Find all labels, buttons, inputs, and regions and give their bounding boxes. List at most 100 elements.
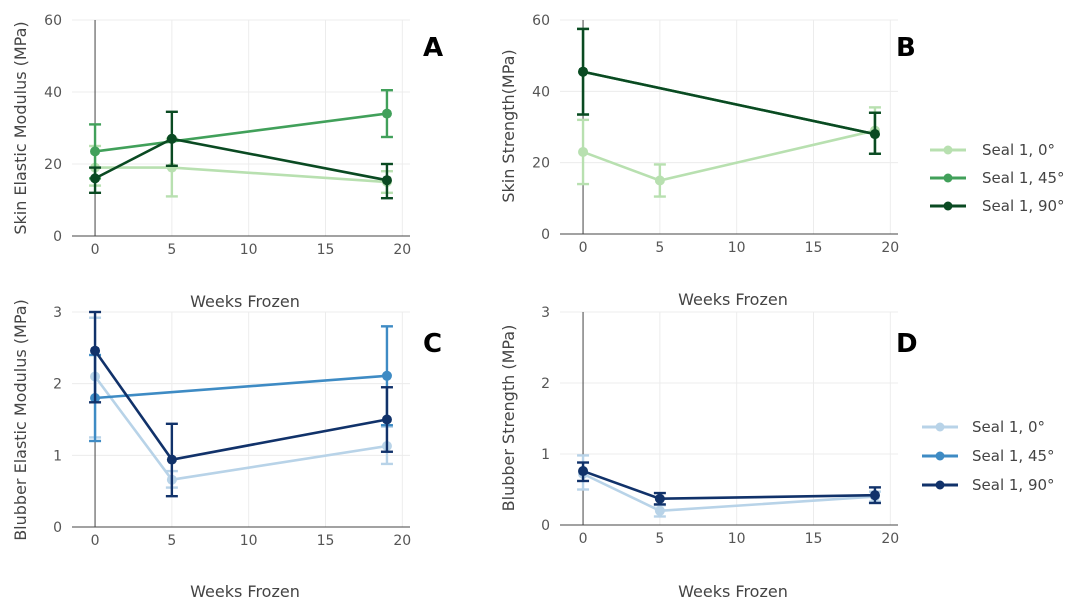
legend-item-seal1-45-skin[interactable]: Seal 1, 45° (930, 169, 1065, 187)
series-line (582, 129, 876, 182)
x-tick-label: 0 (91, 533, 100, 549)
x-tick-label: 0 (91, 242, 100, 258)
legend-skin: Seal 1, 0° Seal 1, 45° Seal 1, 90° (930, 141, 1065, 215)
data-point (381, 370, 392, 381)
legend-marker-seal1-45 (943, 173, 953, 183)
legend-marker-seal1-0 (943, 145, 953, 155)
data-point (90, 146, 101, 157)
panel-a: 0 5 10 15 20 0 20 40 60 A Weeks Frozen Skin Elas… (11, 13, 443, 311)
data-point (578, 146, 589, 157)
data-point (166, 454, 177, 465)
y-tick-label: 1 (53, 448, 62, 464)
series-line (94, 374, 388, 400)
panel-a-xlabel: Weeks Frozen (190, 292, 300, 311)
panel-d-plot: 0 5 10 15 20 0 1 2 3 (541, 305, 899, 547)
y-tick-label: 40 (44, 85, 62, 101)
panel-d: 0 5 10 15 20 0 1 2 3 D Weeks Frozen Blubber Stre… (499, 305, 918, 601)
x-tick-label: 15 (317, 533, 335, 549)
x-tick-label: 15 (805, 240, 823, 256)
data-point (381, 175, 392, 186)
legend-item-seal1-90-blubber[interactable]: Seal 1, 90° (922, 476, 1055, 494)
y-tick-label: 3 (541, 305, 550, 321)
data-point (381, 414, 392, 425)
legend-label-seal1-90: Seal 1, 90° (972, 476, 1055, 494)
legend-marker-seal1-0 (935, 422, 945, 432)
y-tick-label: 3 (53, 305, 62, 321)
x-tick-label: 10 (240, 242, 258, 258)
y-tick-label: 20 (44, 157, 62, 173)
data-point (654, 493, 665, 504)
panel-b-xlabel: Weeks Frozen (678, 290, 788, 309)
x-tick-label: 5 (167, 242, 176, 258)
panel-a-plot: 0 5 10 15 20 0 20 40 60 (44, 13, 411, 258)
legend-label-seal1-0: Seal 1, 0° (972, 418, 1045, 436)
panel-d-ylabel: Blubber Strength (MPa) (499, 325, 518, 512)
data-point (654, 175, 665, 186)
x-tick-label: 20 (393, 242, 411, 258)
y-tick-label: 0 (541, 518, 550, 534)
y-tick-label: 1 (541, 447, 550, 463)
series-line (93, 349, 388, 462)
y-tick-label: 0 (53, 229, 62, 245)
legend-marker-seal1-90 (935, 480, 945, 490)
data-point (869, 490, 880, 501)
series-line (94, 112, 388, 153)
panel-b-letter: B (896, 33, 916, 63)
x-tick-label: 0 (579, 531, 588, 547)
legend-item-seal1-45-blubber[interactable]: Seal 1, 45° (922, 447, 1055, 465)
x-tick-label: 5 (167, 533, 176, 549)
y-tick-label: 0 (541, 227, 550, 243)
y-tick-label: 40 (532, 84, 550, 100)
legend-marker-seal1-90 (943, 201, 953, 211)
data-point (578, 66, 589, 77)
panel-c: 0 5 10 15 20 0 1 2 3 C Weeks Frozen Blubber Elas… (11, 299, 442, 601)
data-point (578, 466, 589, 477)
series-line (95, 166, 388, 184)
data-point (654, 505, 665, 516)
series-line (582, 70, 876, 136)
x-tick-label: 20 (393, 533, 411, 549)
data-point (166, 133, 177, 144)
x-tick-label: 5 (655, 240, 664, 256)
x-tick-label: 10 (728, 240, 746, 256)
x-tick-label: 15 (317, 242, 335, 258)
panel-c-letter: C (423, 329, 442, 359)
series-line (582, 472, 876, 513)
legend-label-seal1-0: Seal 1, 0° (982, 141, 1055, 159)
y-tick-label: 2 (541, 376, 550, 392)
legend-item-seal1-0-blubber[interactable]: Seal 1, 0° (922, 418, 1045, 436)
panel-b: 0 5 10 15 20 0 20 40 60 B Weeks Frozen Skin Stre… (499, 13, 916, 309)
panel-d-xlabel: Weeks Frozen (678, 582, 788, 601)
y-tick-label: 60 (44, 13, 62, 29)
x-tick-label: 20 (881, 531, 899, 547)
y-tick-label: 2 (53, 377, 62, 393)
panel-c-plot: 0 5 10 15 20 0 1 2 3 (53, 305, 411, 549)
legend-item-seal1-0-skin[interactable]: Seal 1, 0° (930, 141, 1055, 159)
x-tick-label: 5 (655, 531, 664, 547)
panel-c-ylabel: Blubber Elastic Modulus (MPa) (11, 299, 30, 541)
panel-b-plot: 0 5 10 15 20 0 20 40 60 (532, 13, 899, 256)
x-tick-label: 10 (728, 531, 746, 547)
legend-item-seal1-90-skin[interactable]: Seal 1, 90° (930, 197, 1065, 215)
y-tick-label: 60 (532, 13, 550, 29)
data-point (90, 345, 101, 356)
y-tick-label: 0 (53, 520, 62, 536)
data-point (381, 108, 392, 119)
x-tick-label: 20 (881, 240, 899, 256)
x-tick-label: 10 (240, 533, 258, 549)
legend-label-seal1-45: Seal 1, 45° (972, 447, 1055, 465)
panel-a-ylabel: Skin Elastic Modulus (MPa) (11, 21, 30, 234)
x-tick-label: 15 (805, 531, 823, 547)
data-point (869, 129, 880, 140)
panel-d-letter: D (896, 329, 918, 359)
panel-c-xlabel: Weeks Frozen (190, 582, 300, 601)
x-tick-label: 0 (579, 240, 588, 256)
panel-b-ylabel: Skin Strength(MPa) (499, 49, 518, 202)
legend-blubber: Seal 1, 0° Seal 1, 45° Seal 1, 90° (922, 418, 1055, 494)
y-tick-label: 20 (532, 156, 550, 172)
legend-marker-seal1-45 (935, 451, 945, 461)
legend-label-seal1-90: Seal 1, 90° (982, 197, 1065, 215)
panel-a-letter: A (423, 33, 443, 63)
legend-label-seal1-45: Seal 1, 45° (982, 169, 1065, 187)
